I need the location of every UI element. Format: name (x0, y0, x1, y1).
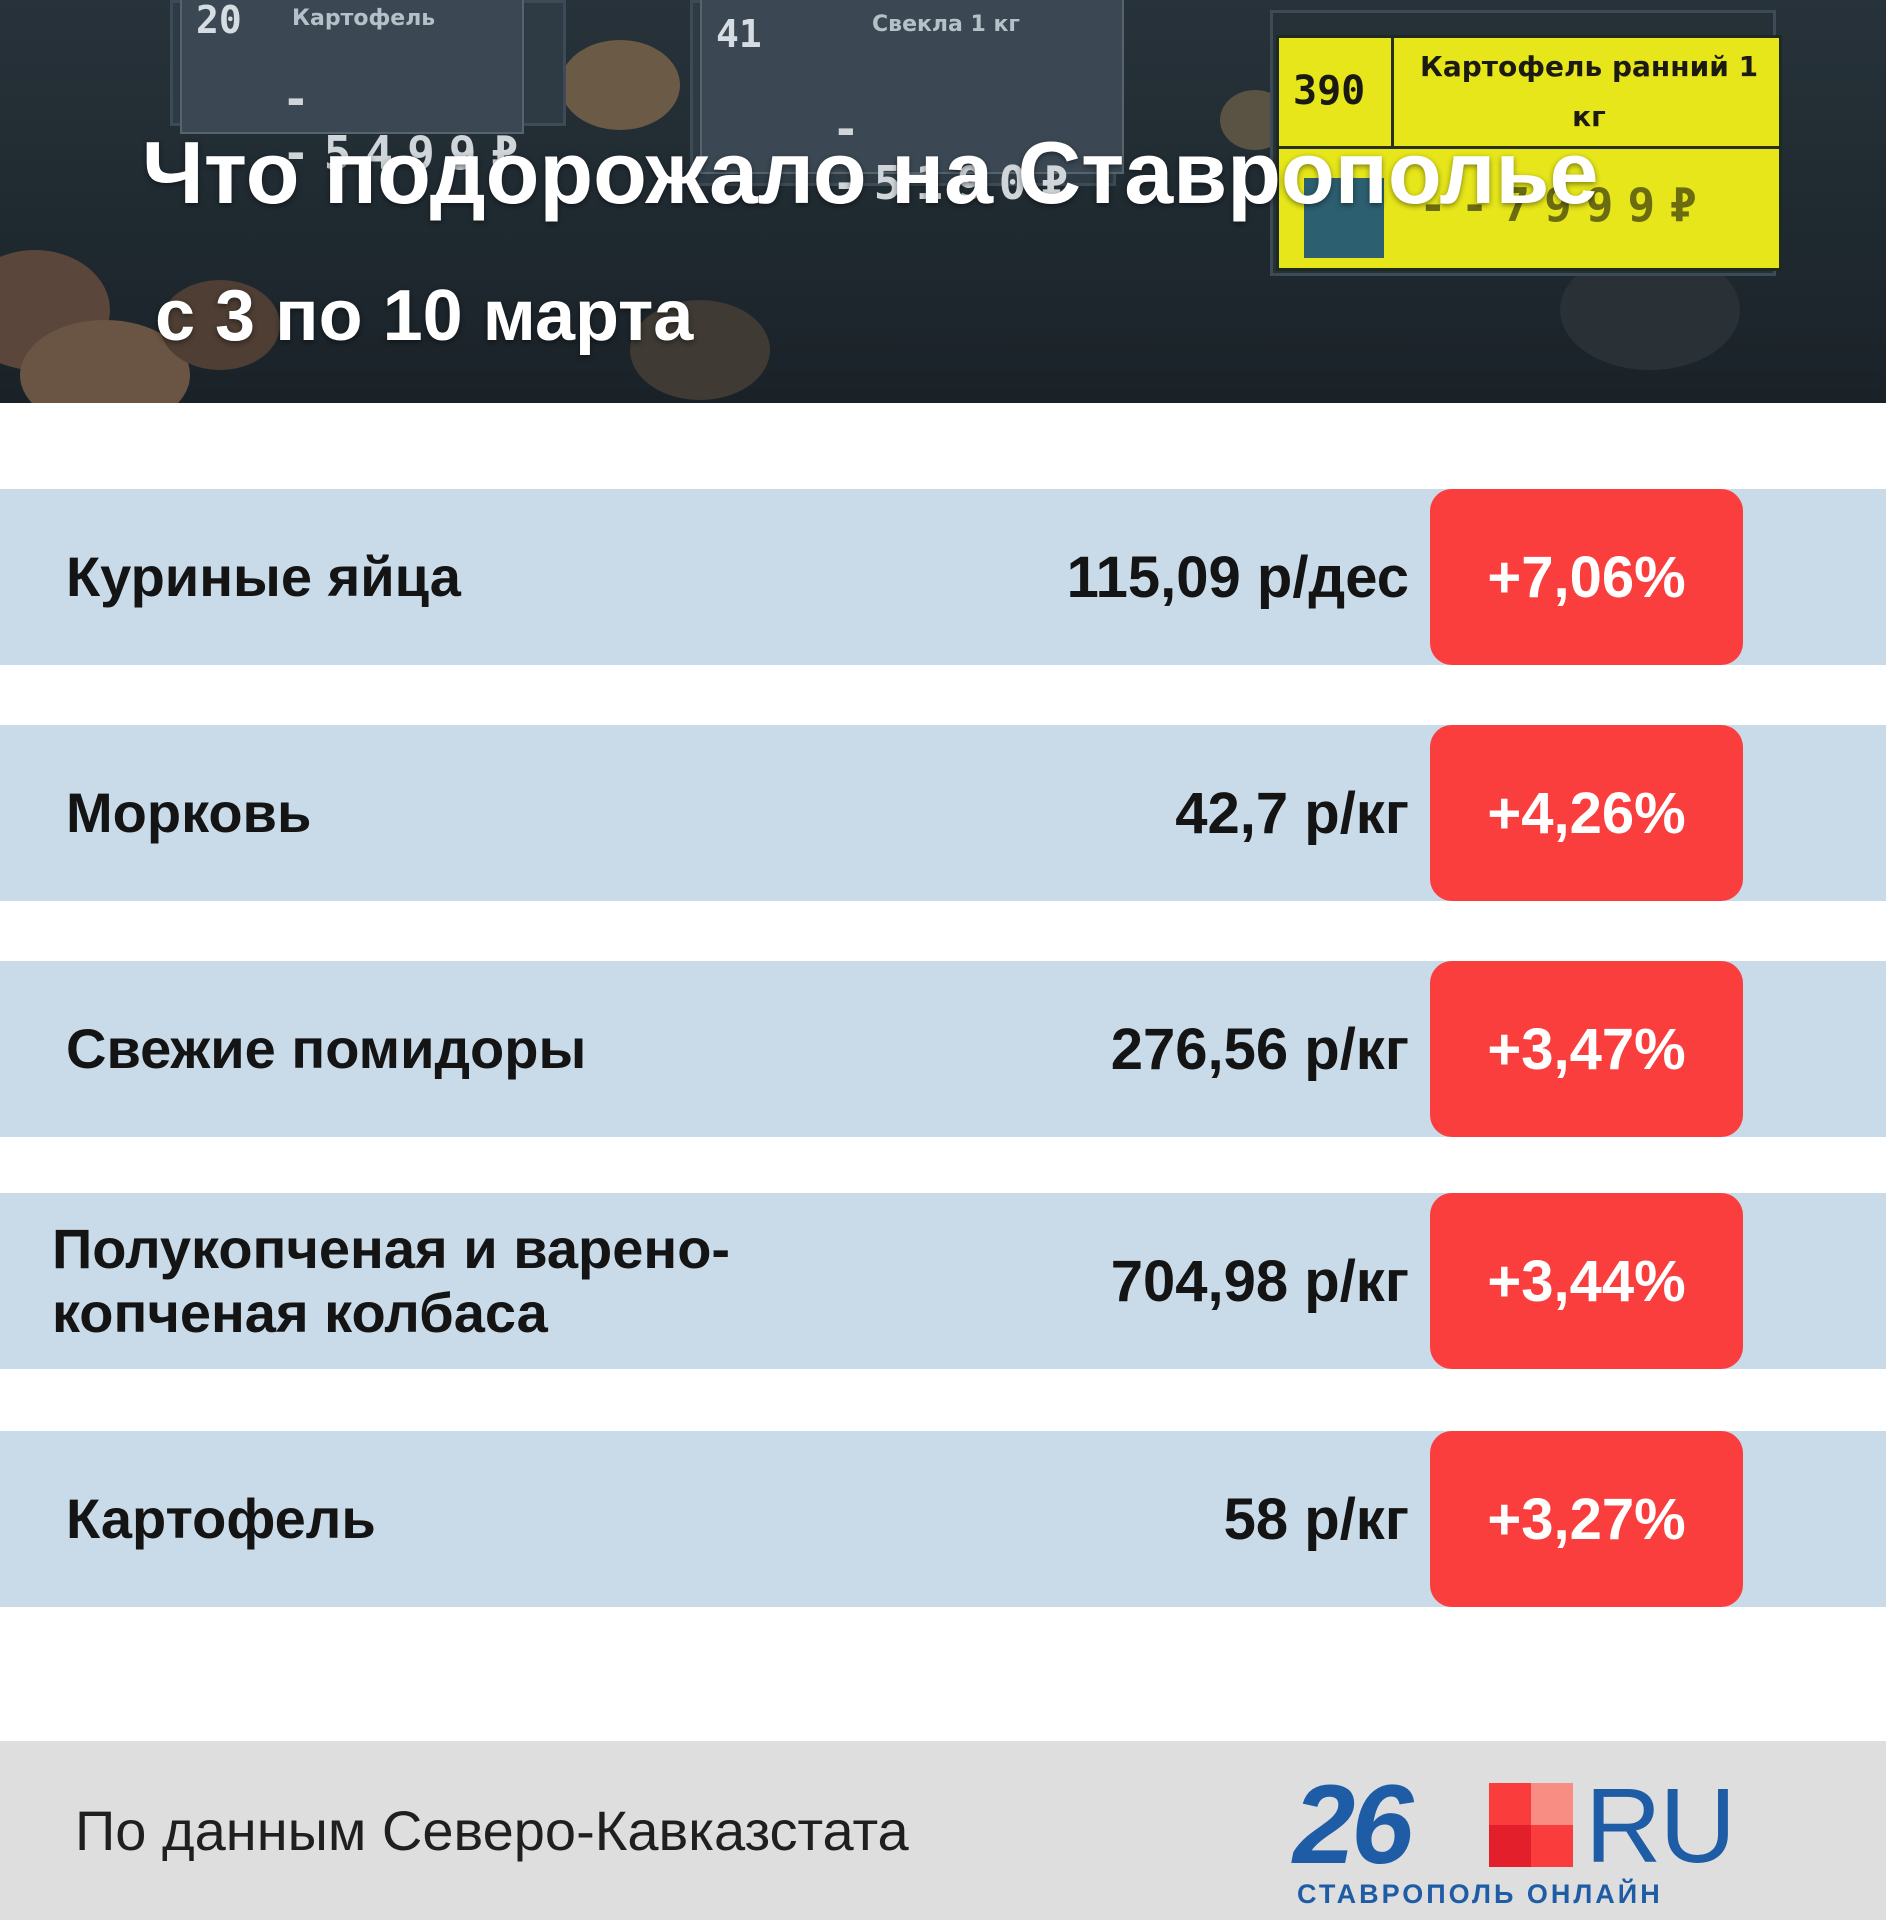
header-photo-banner: 20 Картофель --5499₽ 41 Свекла 1 кг --51… (0, 0, 1886, 403)
product-name: Полукопченая и варено-копченая колбаса (52, 1217, 731, 1344)
product-name: Картофель (66, 1487, 376, 1550)
product-price: 58 р/кг (1223, 1486, 1409, 1552)
potato-shape (160, 280, 280, 370)
price-tag-number: 20 (196, 0, 242, 42)
potato-shape (560, 40, 680, 130)
potato-shape (630, 300, 770, 400)
price-tag-label: Картофель ранний 1 кг (1419, 50, 1759, 133)
list-item: Картофель 58 р/кг +3,27% (0, 1431, 1886, 1607)
price-change-badge: +3,27% (1430, 1431, 1743, 1607)
product-name: Куриные яйца (66, 545, 461, 608)
page-title: Что подорожало на Ставрополье (142, 123, 1599, 222)
list-item: Полукопченая и варено-копченая колбаса 7… (0, 1193, 1886, 1369)
price-change-badge: +3,47% (1430, 961, 1743, 1137)
footer: По данным Северо-Кавказстата 26 RU СТАВР… (0, 1741, 1886, 1920)
product-name: Свежие помидоры (66, 1017, 587, 1080)
price-tag-photo: 41 Свекла 1 кг --5190₽ (700, 0, 1124, 210)
logo-square-icon (1489, 1783, 1573, 1867)
price-change-badge: +3,44% (1430, 1193, 1743, 1369)
product-price: 276,56 р/кг (1110, 1016, 1409, 1082)
list-item: Морковь 42,7 р/кг +4,26% (0, 725, 1886, 901)
price-tag-price: --5190₽ (832, 102, 1083, 210)
page-subtitle: с 3 по 10 марта (155, 276, 694, 356)
price-tag-label: Свекла 1 кг (872, 12, 1020, 37)
tag-divider (1391, 38, 1394, 148)
price-tag-label: Картофель (292, 6, 436, 31)
product-price: 115,09 р/дес (1066, 544, 1409, 610)
data-source-text: По данным Северо-Кавказстата (75, 1799, 909, 1862)
price-tag-number: 390 (1293, 68, 1366, 114)
product-price: 704,98 р/кг (1110, 1248, 1409, 1314)
price-tag-photo-yellow: 390 Картофель ранний 1 кг --7999₽ (1276, 35, 1782, 271)
logo-number: 26 (1293, 1762, 1414, 1887)
list-item: Свежие помидоры 276,56 р/кг +3,47% (0, 961, 1886, 1137)
tag-divider (1279, 146, 1779, 149)
logo-suffix: RU (1585, 1767, 1736, 1885)
product-price: 42,7 р/кг (1175, 780, 1409, 846)
price-tag-price: --5499₽ (282, 72, 533, 180)
price-tag-photo: 20 Картофель --5499₽ (180, 0, 524, 180)
price-tag-number: 41 (716, 12, 762, 56)
price-change-badge: +7,06% (1430, 489, 1743, 665)
qr-code (1304, 178, 1384, 258)
price-tag-price: --7999₽ (1419, 178, 1711, 232)
logo-tagline: СТАВРОПОЛЬ ОНЛАЙН (1297, 1879, 1663, 1909)
list-item: Куриные яйца 115,09 р/дес +7,06% (0, 489, 1886, 665)
product-name: Морковь (66, 781, 312, 844)
site-logo[interactable]: 26 RU СТАВРОПОЛЬ ОНЛАЙН (1293, 1769, 1743, 1910)
price-change-badge: +4,26% (1430, 725, 1743, 901)
